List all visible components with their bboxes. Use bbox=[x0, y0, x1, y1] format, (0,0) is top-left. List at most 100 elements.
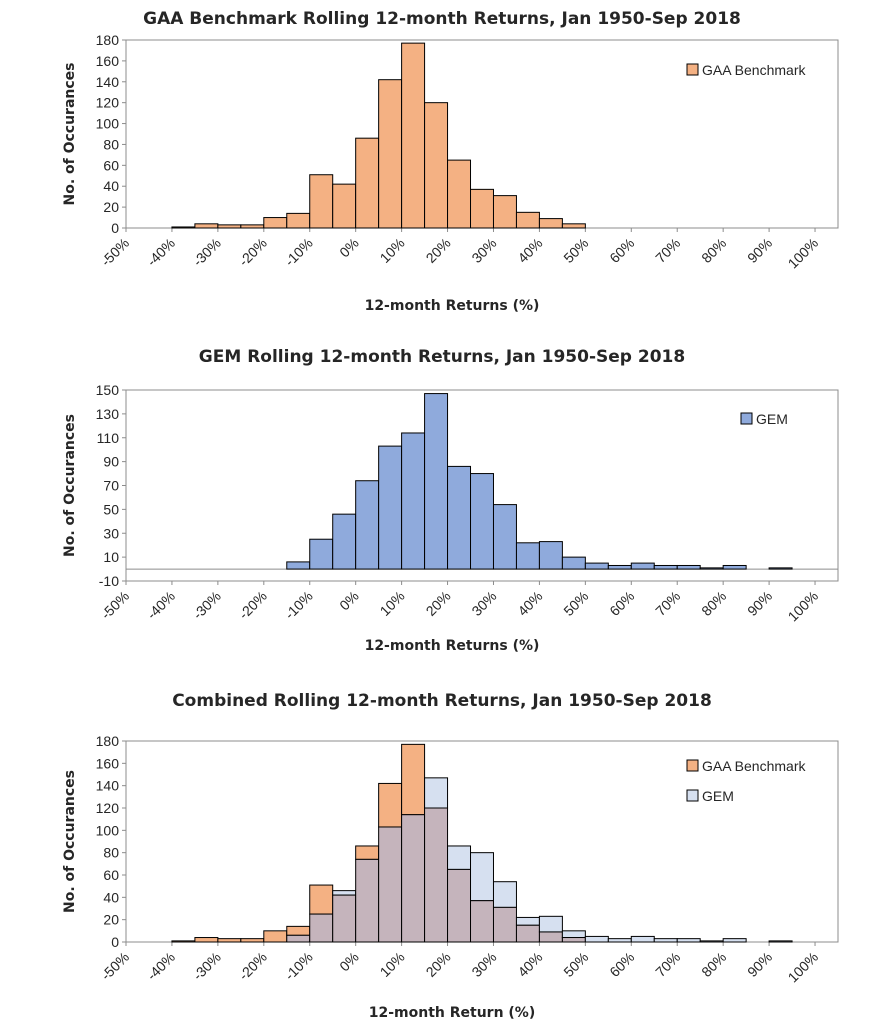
gem-bar bbox=[584, 562, 609, 570]
bars bbox=[171, 743, 793, 943]
y-axis-title: No. of Occurances bbox=[62, 414, 78, 557]
gaa-bar bbox=[217, 224, 242, 229]
x-tick-label: -30% bbox=[190, 588, 224, 622]
gaa-excess-bar bbox=[240, 938, 265, 943]
y-tick-label: -10 bbox=[99, 573, 119, 589]
x-tick-label: 50% bbox=[560, 235, 591, 266]
gaa-bar bbox=[470, 188, 494, 229]
x-tick-label: -10% bbox=[281, 588, 315, 622]
x-tick-label: 80% bbox=[698, 235, 729, 266]
x-tick-label: -20% bbox=[236, 235, 270, 269]
legend: GAA Benchmark GEM bbox=[686, 758, 806, 804]
gaa-bar bbox=[538, 218, 563, 229]
x-tick-label: 30% bbox=[468, 235, 499, 266]
gem-bar bbox=[286, 561, 311, 570]
x-tick-label: 40% bbox=[514, 949, 545, 980]
legend: GAA Benchmark bbox=[686, 62, 806, 78]
x-tick-label: 10% bbox=[377, 949, 408, 980]
gaa-bar bbox=[424, 102, 449, 229]
legend-label: GAA Benchmark bbox=[702, 758, 806, 774]
legend-swatch bbox=[686, 789, 699, 802]
x-tick-label: 50% bbox=[560, 588, 591, 619]
x-tick-label: 90% bbox=[744, 588, 775, 619]
gaa-bar bbox=[378, 79, 403, 229]
x-tick-label: 80% bbox=[698, 949, 729, 980]
x-tick-label: 60% bbox=[606, 588, 637, 619]
y-tick-label: 180 bbox=[96, 32, 120, 48]
y-tick-label: 120 bbox=[96, 800, 120, 816]
x-tick-label: 100% bbox=[785, 588, 822, 625]
x-tick-label: 0% bbox=[336, 949, 362, 975]
x-tick-label: -50% bbox=[98, 235, 132, 269]
x-tick-label: -10% bbox=[281, 235, 315, 269]
y-tick-label: 160 bbox=[96, 53, 120, 69]
gem-bar bbox=[332, 513, 357, 570]
chart-title: GAA Benchmark Rolling 12-month Returns, … bbox=[143, 9, 741, 29]
gem-bar bbox=[676, 564, 701, 570]
x-tick-label: -50% bbox=[98, 588, 132, 622]
x-tick-label: 90% bbox=[744, 235, 775, 266]
bars bbox=[171, 42, 586, 229]
overlap-bar bbox=[447, 868, 472, 943]
gem-bar bbox=[355, 480, 380, 570]
y-tick-label: 140 bbox=[96, 778, 120, 794]
gaa-excess-bar bbox=[194, 937, 219, 943]
legend-swatch bbox=[686, 63, 699, 76]
gem-bar bbox=[607, 564, 632, 570]
gaa-excess-bar bbox=[309, 884, 334, 915]
overlap-bar bbox=[309, 913, 334, 943]
x-axis-title: 12-month Returns (%) bbox=[365, 638, 540, 654]
gaa-bar bbox=[240, 224, 265, 229]
gaa-bar bbox=[309, 174, 334, 229]
overlap-bar bbox=[561, 937, 586, 943]
gem-bar bbox=[722, 564, 747, 570]
gem-bar bbox=[378, 445, 403, 570]
x-tick-label: 20% bbox=[423, 588, 454, 619]
y-tick-label: 30 bbox=[103, 525, 119, 541]
y-tick-label: 160 bbox=[96, 755, 120, 771]
y-tick-label: 180 bbox=[96, 733, 120, 749]
y-tick-label: 100 bbox=[96, 116, 120, 132]
x-tick-label: 0% bbox=[336, 235, 362, 261]
gem-bar bbox=[699, 567, 724, 570]
y-tick-label: 10 bbox=[103, 549, 119, 565]
gaa-bar bbox=[171, 226, 196, 229]
x-tick-label: 70% bbox=[652, 949, 683, 980]
y-tick-label: 60 bbox=[103, 157, 119, 173]
gem-excess-bar bbox=[722, 938, 747, 943]
gem-excess-bar bbox=[332, 890, 357, 896]
gaa-bar bbox=[561, 223, 586, 229]
gaa-excess-bar bbox=[263, 930, 288, 943]
x-tick-label: 100% bbox=[785, 949, 822, 986]
gaa-excess-bar bbox=[171, 940, 196, 943]
gem-excess-bar bbox=[630, 935, 655, 943]
overlap-bar bbox=[355, 858, 380, 943]
gaa-bar bbox=[492, 195, 517, 229]
chart-1: GAA Benchmark Rolling 12-month Returns, … bbox=[62, 9, 839, 314]
x-tick-label: -50% bbox=[98, 949, 132, 983]
gem-bar bbox=[653, 564, 678, 570]
legend-swatch bbox=[686, 759, 699, 772]
gem-excess-bar bbox=[515, 916, 540, 926]
gem-bar bbox=[424, 393, 449, 570]
x-tick-label: 10% bbox=[377, 588, 408, 619]
gaa-bar bbox=[515, 211, 540, 229]
x-tick-label: -40% bbox=[144, 949, 178, 983]
gem-excess-bar bbox=[676, 938, 701, 943]
x-tick-label: 70% bbox=[652, 588, 683, 619]
gem-excess-bar bbox=[653, 938, 678, 943]
gem-bar bbox=[538, 541, 563, 570]
gem-bar bbox=[470, 473, 494, 570]
overlap-bar bbox=[538, 931, 563, 943]
gem-bar bbox=[561, 556, 586, 570]
gaa-bar bbox=[194, 223, 219, 229]
gaa-bar bbox=[286, 212, 311, 229]
overlap-bar bbox=[424, 807, 449, 943]
gem-bar bbox=[515, 542, 540, 570]
gaa-bar bbox=[401, 42, 426, 229]
y-tick-label: 0 bbox=[111, 220, 119, 236]
y-tick-label: 20 bbox=[103, 199, 119, 215]
chart-3: Combined Rolling 12-month Returns, Jan 1… bbox=[62, 691, 839, 1021]
gaa-bar bbox=[447, 159, 472, 229]
